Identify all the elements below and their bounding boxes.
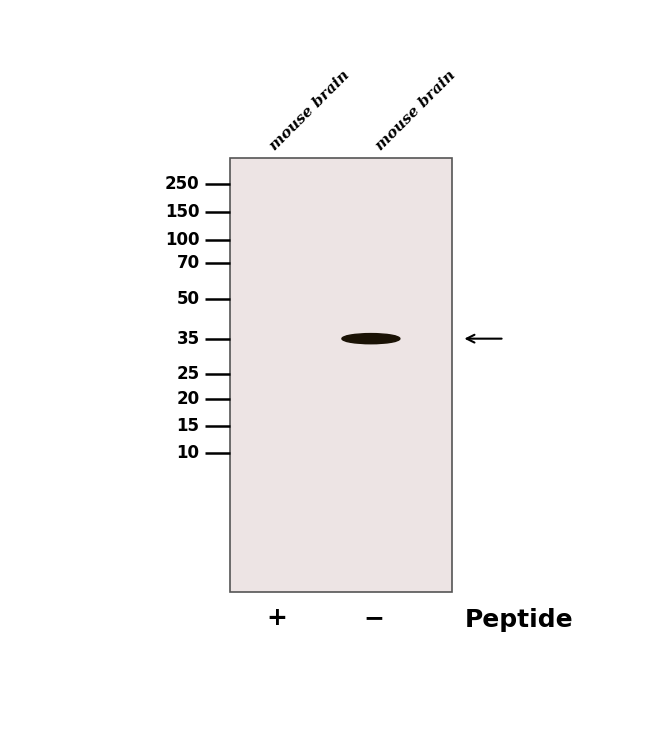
Text: mouse brain: mouse brain xyxy=(374,67,459,153)
Text: 10: 10 xyxy=(177,444,200,462)
Text: 50: 50 xyxy=(177,290,200,308)
Text: mouse brain: mouse brain xyxy=(266,67,352,153)
Text: +: + xyxy=(266,605,287,630)
Text: 100: 100 xyxy=(165,231,200,249)
Bar xyxy=(230,158,452,592)
Text: −: − xyxy=(363,605,384,630)
Text: 35: 35 xyxy=(177,329,200,348)
Text: 250: 250 xyxy=(165,175,200,193)
Text: 70: 70 xyxy=(177,253,200,272)
Text: 15: 15 xyxy=(177,417,200,435)
Text: Peptide: Peptide xyxy=(465,608,574,632)
Ellipse shape xyxy=(342,334,400,344)
Text: 20: 20 xyxy=(177,390,200,408)
Text: 150: 150 xyxy=(165,203,200,221)
Text: 25: 25 xyxy=(177,365,200,383)
